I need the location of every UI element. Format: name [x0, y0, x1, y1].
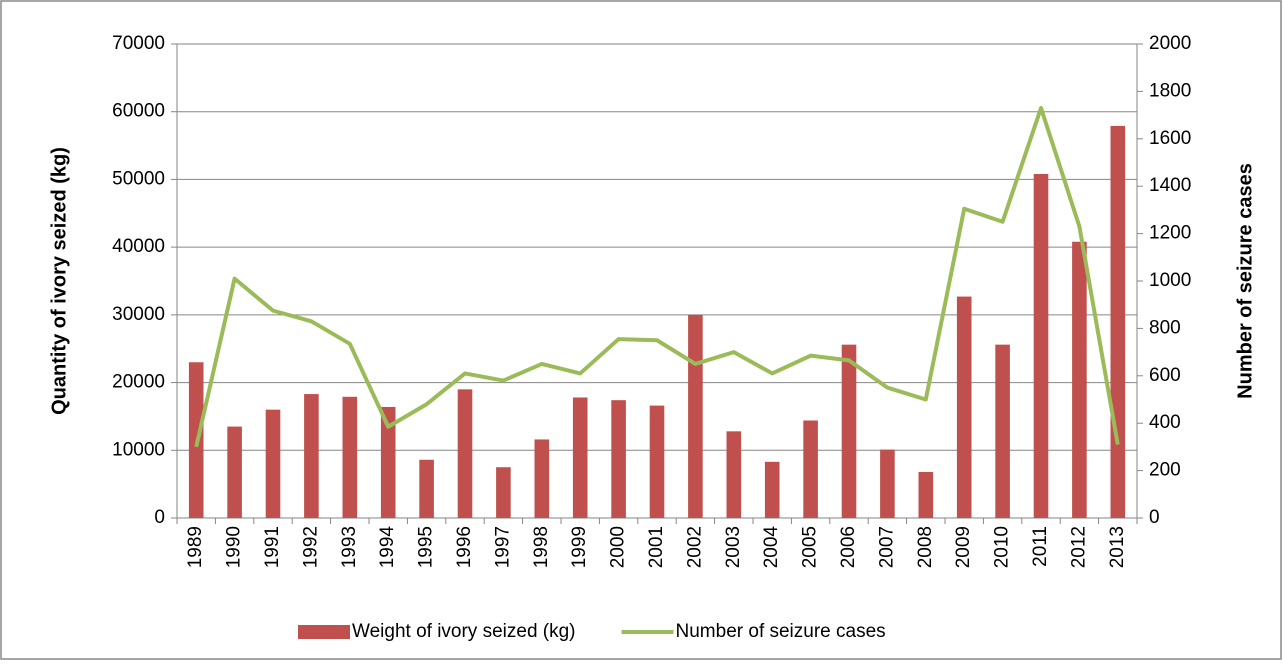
- bar: [688, 314, 703, 518]
- y2-tick-label: 800: [1149, 317, 1181, 338]
- y2-tick-label: 600: [1149, 365, 1181, 386]
- bar: [419, 459, 434, 518]
- y2-axis-title: Number of seizure cases: [1234, 163, 1256, 399]
- x-tick-label: 1991: [262, 526, 283, 568]
- x-tick-label: 1997: [492, 526, 513, 568]
- bar: [841, 344, 857, 518]
- y2-tick-label: 0: [1149, 507, 1160, 528]
- bar: [611, 400, 626, 518]
- x-tick-label: 2002: [684, 526, 705, 568]
- x-tick-label: 2007: [876, 526, 897, 568]
- y2-tick-label: 1400: [1149, 175, 1191, 196]
- bar: [457, 389, 473, 518]
- x-tick-label: 2010: [992, 526, 1013, 568]
- bar: [803, 420, 818, 518]
- bar: [880, 449, 895, 518]
- y-tick-label: 70000: [112, 33, 165, 54]
- x-tick-label: 2001: [646, 526, 667, 568]
- x-tick-label: 2000: [608, 526, 629, 568]
- bar: [726, 431, 742, 518]
- bar: [572, 397, 588, 518]
- x-tick-label: 2004: [761, 526, 782, 569]
- x-tick-label: 1994: [377, 526, 398, 569]
- y-tick-label: 10000: [112, 439, 165, 460]
- x-tick-label: 2005: [800, 526, 821, 568]
- x-tick-label: 1993: [339, 526, 360, 568]
- x-tick-label: 1992: [300, 526, 321, 568]
- x-tick-label: 1998: [531, 526, 552, 568]
- bar: [342, 396, 358, 518]
- line: [194, 105, 1120, 448]
- x-tick-label: 2003: [723, 526, 744, 568]
- bar: [764, 461, 780, 518]
- y-tick-label: 60000: [112, 101, 165, 122]
- bar: [918, 471, 934, 518]
- x-tick-label: 1989: [185, 526, 206, 568]
- legend-label: Weight of ivory seized (kg): [352, 621, 576, 642]
- bar: [265, 409, 281, 518]
- bar: [304, 394, 319, 518]
- y-tick-label: 30000: [112, 304, 165, 325]
- y-tick-label: 20000: [112, 372, 165, 393]
- y2-tick-label: 200: [1149, 460, 1181, 481]
- x-tick-label: 2011: [1030, 526, 1051, 567]
- bar: [380, 406, 396, 518]
- bar: [534, 439, 550, 518]
- x-tick-label: 2008: [915, 526, 936, 568]
- x-tick-label: 2009: [953, 526, 974, 568]
- y-tick-label: 50000: [112, 168, 165, 189]
- bar: [956, 296, 972, 518]
- y-tick-label: 40000: [112, 236, 165, 257]
- bar: [1033, 174, 1049, 519]
- x-tick-label: 1995: [416, 526, 437, 568]
- legend-label: Number of seizure cases: [676, 621, 886, 642]
- x-tick-label: 2013: [1107, 526, 1128, 568]
- y2-tick-label: 1000: [1149, 270, 1191, 291]
- bar: [227, 426, 242, 518]
- bar: [649, 405, 665, 518]
- x-tick-label: 2012: [1068, 526, 1089, 568]
- y-tick-label: 0: [154, 507, 165, 528]
- x-tick-label: 1996: [454, 526, 475, 568]
- legend-swatch: [298, 625, 350, 639]
- bar: [995, 344, 1010, 518]
- y2-tick-label: 1600: [1149, 128, 1191, 149]
- bar: [1072, 241, 1087, 518]
- y2-tick-label: 1200: [1149, 223, 1191, 244]
- x-tick-label: 1999: [569, 526, 590, 568]
- x-tick-label: 2006: [838, 526, 859, 568]
- y2-tick-label: 400: [1149, 412, 1181, 433]
- y2-tick-label: 1800: [1149, 80, 1191, 101]
- y2-tick-label: 2000: [1149, 33, 1191, 54]
- bar: [496, 467, 511, 518]
- y-axis-title: Quantity of ivory seized (kg): [48, 147, 70, 415]
- bar: [1110, 125, 1126, 518]
- x-tick-label: 1990: [224, 526, 245, 568]
